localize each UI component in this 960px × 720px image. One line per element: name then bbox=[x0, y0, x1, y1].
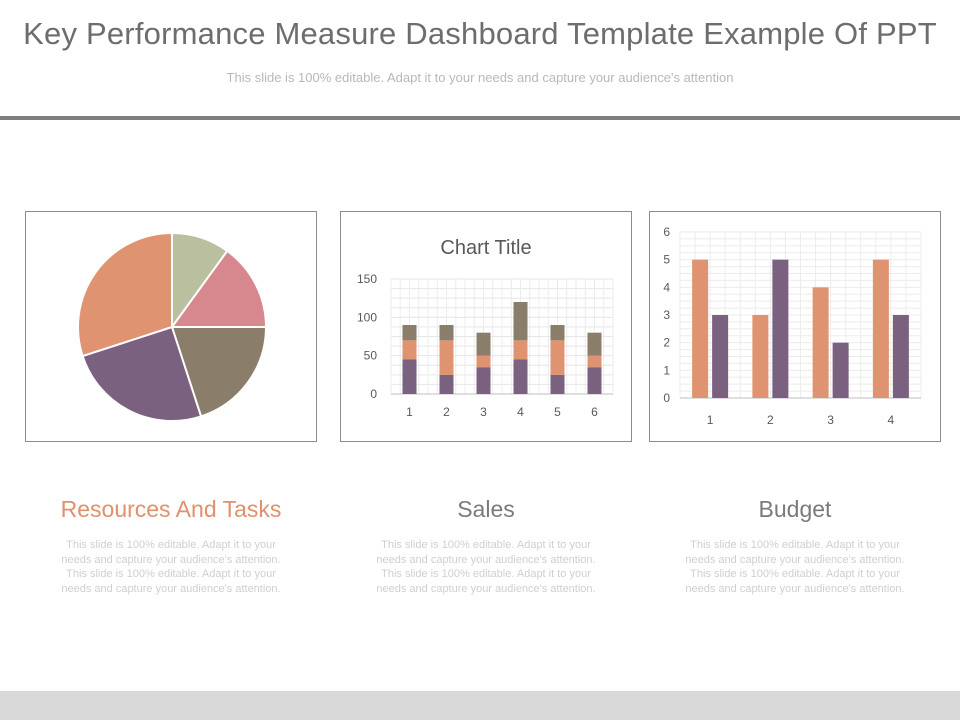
section-title-resources: Resources And Tasks bbox=[60, 496, 282, 522]
y-tick-label: 5 bbox=[663, 253, 670, 267]
x-tick-label: 1 bbox=[406, 405, 413, 419]
section-text-budget: This slide is 100% editable. Adapt it to… bbox=[685, 539, 905, 595]
y-tick-label: 150 bbox=[357, 272, 377, 286]
x-tick-label: 4 bbox=[888, 413, 895, 427]
section-title-budget: Budget bbox=[758, 496, 832, 522]
pie-slice bbox=[81, 325, 203, 422]
bar bbox=[832, 342, 849, 398]
section-text-resources: This slide is 100% editable. Adapt it to… bbox=[61, 539, 281, 595]
y-tick-label: 100 bbox=[357, 310, 377, 324]
stacked-bar-chart: Chart Title 0 50 100 150 1 2 3 4 5 6 bbox=[357, 237, 614, 419]
x-tick-label: 2 bbox=[443, 405, 450, 419]
section-text-sales: This slide is 100% editable. Adapt it to… bbox=[376, 539, 596, 595]
stacked-bar-segment bbox=[587, 355, 602, 368]
x-tick-label: 1 bbox=[707, 413, 714, 427]
bar bbox=[872, 259, 889, 398]
y-tick-label: 0 bbox=[370, 387, 377, 401]
y-tick-label: 3 bbox=[663, 308, 670, 322]
bar bbox=[812, 287, 829, 398]
stacked-bar-segment bbox=[550, 374, 565, 394]
stacked-bar-segment bbox=[513, 359, 528, 394]
y-tick-label: 50 bbox=[364, 349, 378, 363]
bar bbox=[772, 259, 789, 398]
stacked-bar-segment bbox=[402, 325, 417, 341]
x-tick-label: 3 bbox=[480, 405, 487, 419]
pie-slice bbox=[170, 249, 268, 328]
stacked-bar-segment bbox=[439, 374, 454, 394]
stacked-bar-segment bbox=[513, 302, 528, 341]
stacked-bar-segment bbox=[439, 340, 454, 375]
stacked-bar-segment bbox=[476, 355, 491, 368]
y-tick-label: 6 bbox=[663, 225, 670, 239]
y-tick-label: 1 bbox=[663, 363, 670, 377]
stacked-bar-chart-panel: Chart Title 0 50 100 150 1 2 3 4 5 6 bbox=[340, 211, 632, 442]
stacked-bar-segment bbox=[587, 367, 602, 394]
x-tick-label: 4 bbox=[517, 405, 524, 419]
stacked-bar-segment bbox=[476, 332, 491, 356]
y-tick-label: 4 bbox=[663, 280, 670, 294]
section-title-sales: Sales bbox=[457, 496, 515, 522]
x-tick-label: 2 bbox=[767, 413, 774, 427]
x-tick-label: 6 bbox=[591, 405, 598, 419]
clustered-bar-chart-panel: 0 1 2 3 4 5 6 1 2 3 4 bbox=[649, 211, 941, 442]
x-tick-label: 5 bbox=[554, 405, 561, 419]
y-tick-label: 2 bbox=[663, 336, 670, 350]
pie-chart bbox=[77, 231, 268, 422]
bar bbox=[752, 315, 769, 398]
page-subtitle: This slide is 100% editable. Adapt it to… bbox=[226, 70, 734, 85]
stacked-bar-segment bbox=[513, 340, 528, 360]
stacked-bar-segment bbox=[587, 332, 602, 356]
page-title: Key Performance Measure Dashboard Templa… bbox=[23, 16, 937, 51]
pie-slice bbox=[170, 326, 268, 418]
bar bbox=[692, 259, 709, 398]
pie-slice bbox=[77, 231, 173, 358]
stacked-bar-segment bbox=[550, 325, 565, 341]
x-tick-label: 3 bbox=[827, 413, 834, 427]
chart-title: Chart Title bbox=[440, 237, 531, 259]
header-divider bbox=[0, 116, 960, 120]
stacked-bar-segment bbox=[402, 359, 417, 394]
stacked-bar-segment bbox=[550, 340, 565, 375]
stacked-bar-segment bbox=[439, 325, 454, 341]
bar bbox=[712, 315, 729, 398]
clustered-bar-chart: 0 1 2 3 4 5 6 1 2 3 4 bbox=[663, 225, 922, 427]
stacked-bar-segment bbox=[402, 340, 417, 360]
y-tick-label: 0 bbox=[663, 391, 670, 405]
bar bbox=[892, 315, 909, 398]
footer-bar bbox=[0, 691, 960, 720]
pie-chart-panel bbox=[25, 211, 317, 442]
stacked-bar-segment bbox=[476, 367, 491, 394]
